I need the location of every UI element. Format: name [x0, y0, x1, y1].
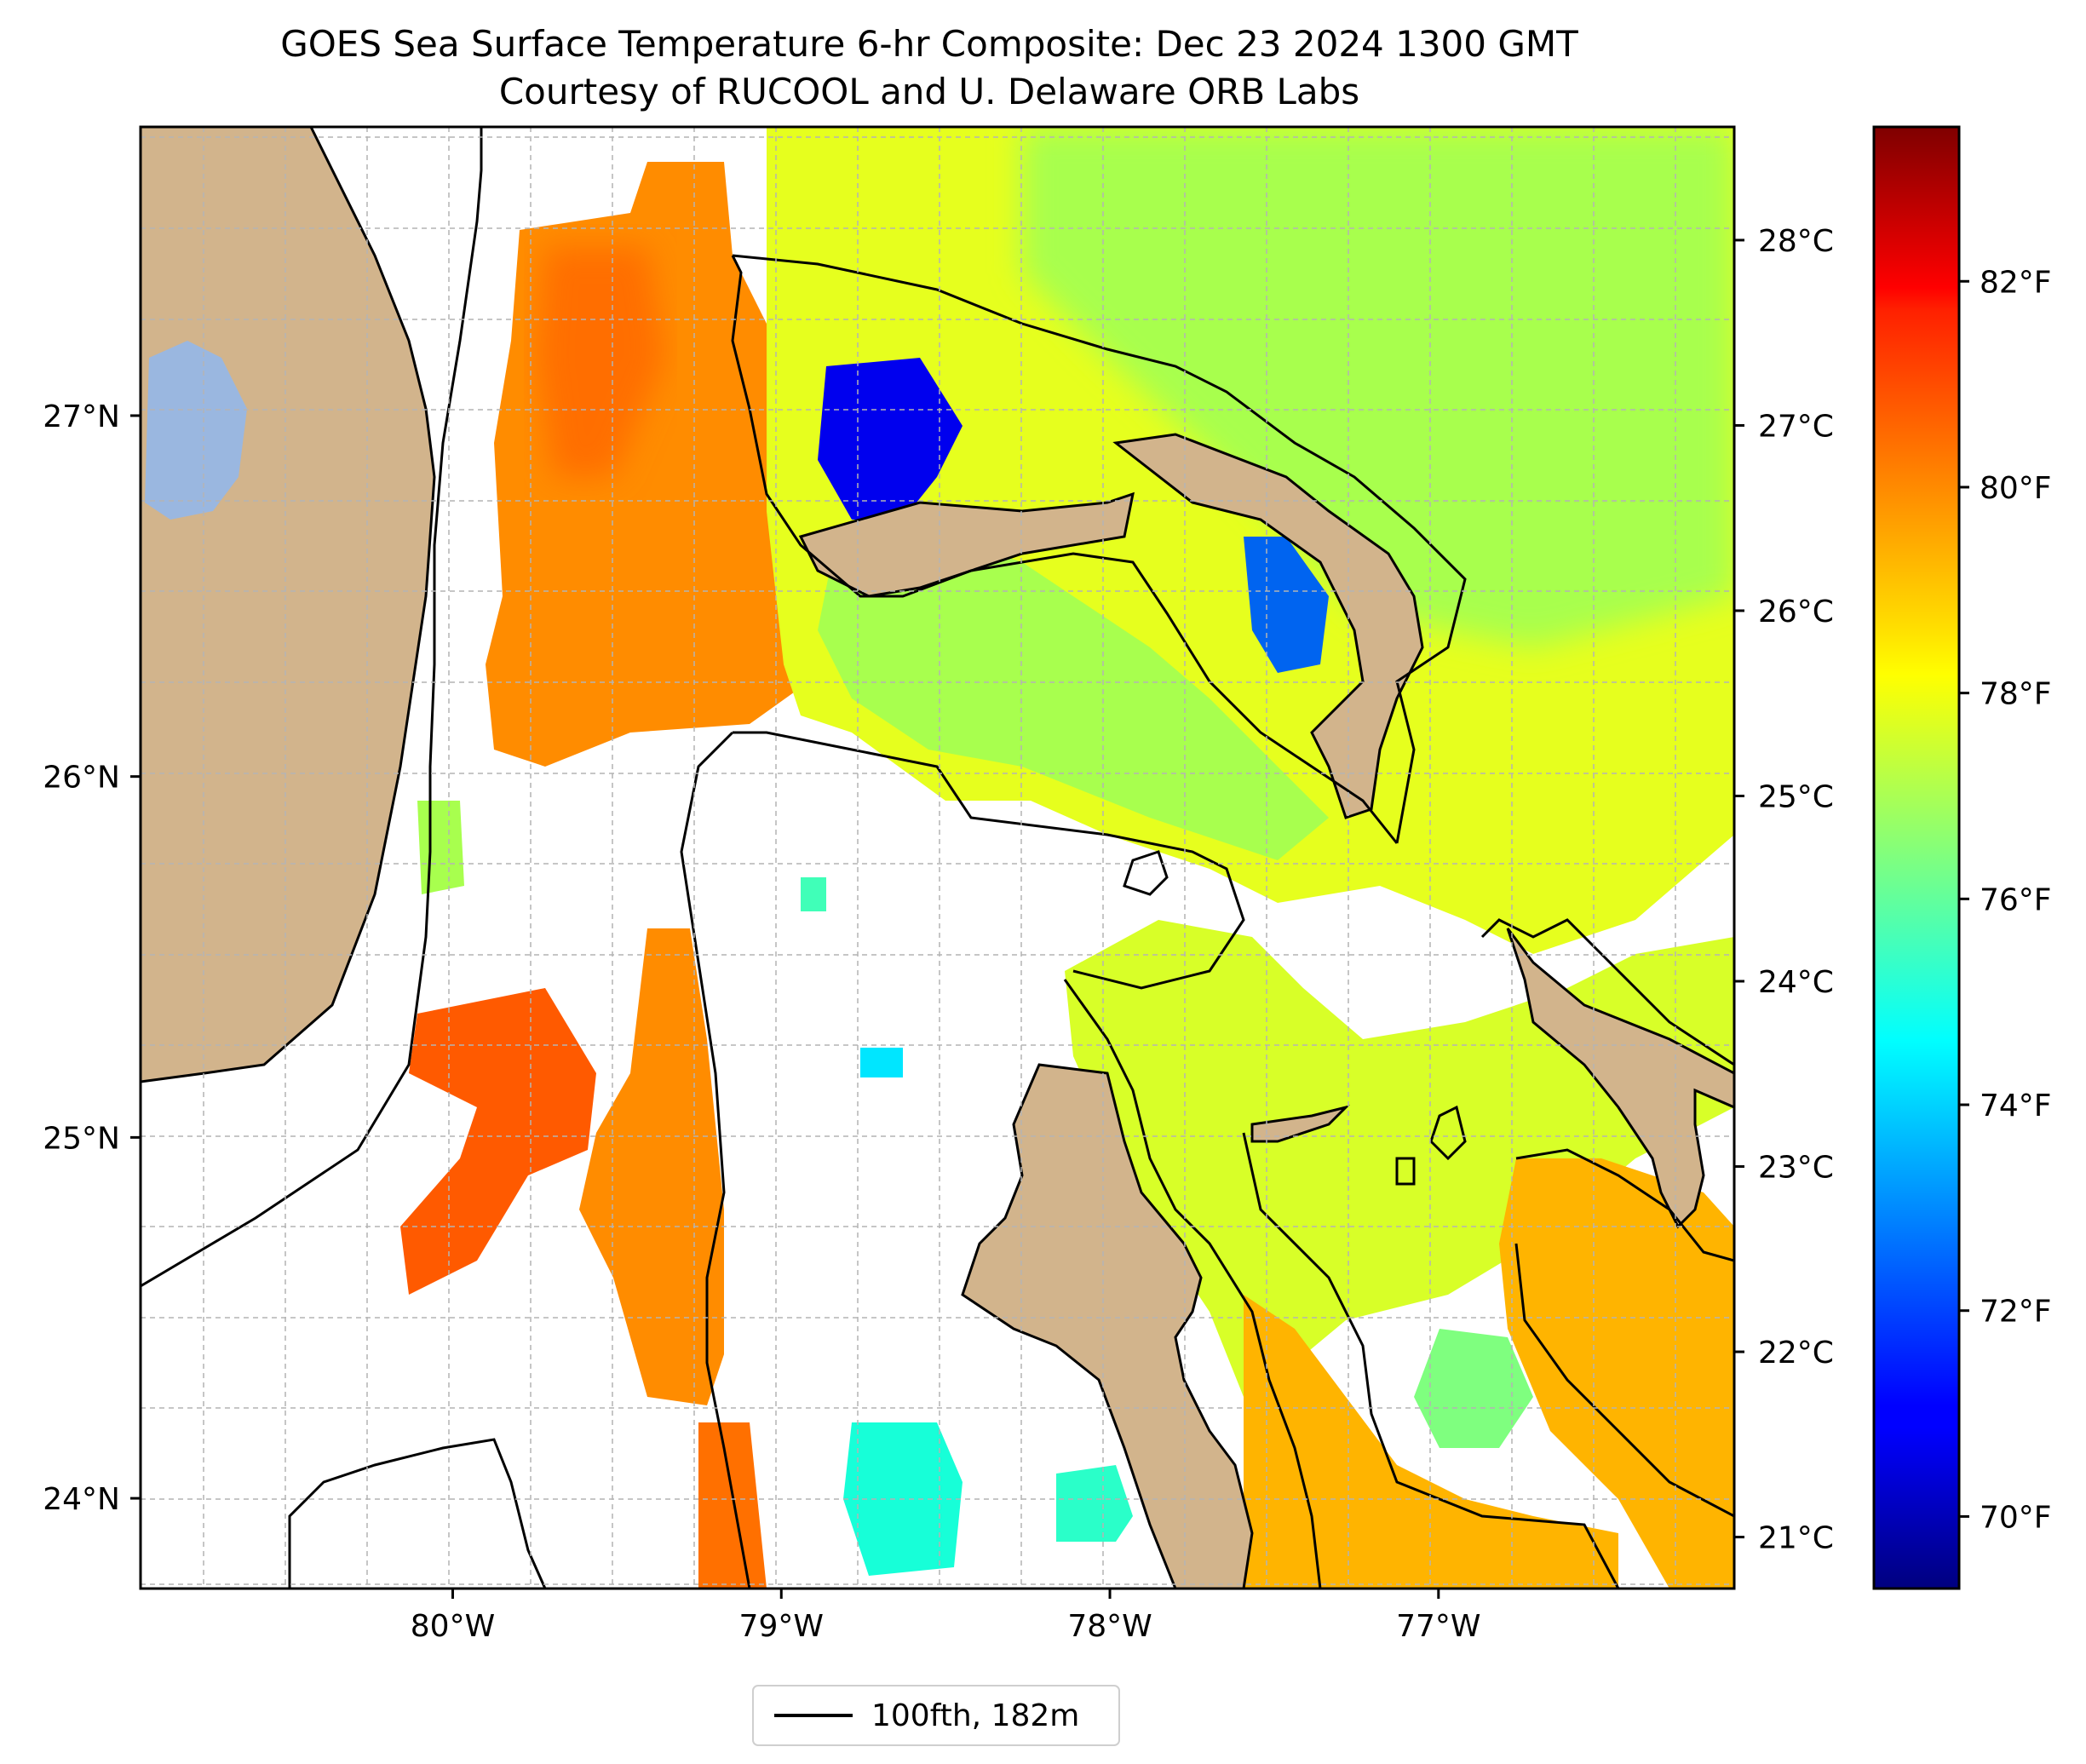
celsius-tick-label: 25°C	[1758, 779, 1834, 814]
celsius-tick-label: 21°C	[1758, 1521, 1834, 1556]
lat-tick-label: 25°N	[43, 1121, 120, 1156]
colorbar: 70°F 72°F 74°F 76°F 78°F 80°F 82°F	[1872, 125, 2052, 1590]
berry-islands-land	[1250, 1105, 1350, 1143]
celsius-tick-label: 26°C	[1758, 595, 1834, 629]
fahrenheit-tick-label: 70°F	[1980, 1500, 2052, 1535]
graticule	[141, 127, 1734, 1589]
sst-green-southeast	[1414, 1329, 1533, 1448]
longitude-axis: 80°W 79°W 78°W 77°W	[411, 1589, 1481, 1644]
sst-cold-eddy-1	[818, 358, 963, 520]
latitude-axis: 24°N 25°N 26°N 27°N	[43, 399, 141, 1517]
sst-cyan-patch-2	[1056, 1465, 1133, 1542]
lat-tick-label: 27°N	[43, 399, 120, 434]
map-title-line2: Courtesy of RUCOOL and U. Delaware ORB L…	[499, 71, 1359, 112]
abaco-land	[1112, 433, 1424, 819]
fahrenheit-tick-label: 74°F	[1980, 1089, 2052, 1123]
celsius-tick-label: 24°C	[1758, 965, 1834, 1000]
fahrenheit-tick-label: 82°F	[1980, 265, 2052, 300]
lon-tick-label: 80°W	[411, 1609, 495, 1644]
sst-cyan-patch-3	[860, 1048, 903, 1077]
celsius-axis: 21°C 22°C 23°C 24°C 25°C 26°C 27°C 28°C	[1734, 224, 1834, 1556]
lat-tick-label: 24°N	[43, 1482, 120, 1517]
celsius-tick-label: 22°C	[1758, 1336, 1834, 1370]
celsius-tick-label: 28°C	[1758, 224, 1834, 259]
land	[141, 127, 1734, 1589]
andros-land	[961, 1063, 1254, 1589]
sst-warm-strait	[698, 1422, 767, 1589]
sst-warm-core	[537, 247, 664, 477]
fahrenheit-tick-label: 72°F	[1980, 1295, 2052, 1330]
lat-tick-label: 26°N	[43, 761, 120, 796]
legend-isobath-label: 100fth, 182m	[871, 1698, 1080, 1733]
fahrenheit-tick-label: 76°F	[1980, 882, 2052, 917]
sst-green-tongue	[818, 528, 1329, 860]
sst-warm-south-mid	[579, 928, 724, 1405]
celsius-tick-label: 23°C	[1758, 1151, 1834, 1186]
fahrenheit-tick-label: 80°F	[1980, 471, 2052, 506]
eleuthera-land	[1506, 928, 1734, 1229]
lon-tick-label: 77°W	[1396, 1609, 1480, 1644]
colorbar-gradient	[1872, 125, 1961, 1590]
map-frame	[139, 125, 1736, 1590]
sst-cyan-patch-5	[801, 877, 826, 911]
legend: 100fth, 182m	[752, 1685, 1120, 1746]
lake-okeechobee	[145, 341, 247, 520]
lon-tick-label: 78°W	[1067, 1609, 1152, 1644]
sst-green-patch-4	[417, 801, 464, 894]
fahrenheit-axis: 70°F 72°F 74°F 76°F 78°F 80°F 82°F	[1959, 265, 2052, 1535]
fahrenheit-tick-label: 78°F	[1980, 677, 2052, 712]
map-title-line1: GOES Sea Surface Temperature 6-hr Compos…	[280, 23, 1578, 65]
sst-orange-south	[1244, 1295, 1618, 1589]
sst-cold-eddy-2	[1244, 537, 1329, 673]
legend-isobath-line	[774, 1714, 853, 1717]
lon-tick-label: 79°W	[739, 1609, 824, 1644]
sst-green-northeast	[1022, 127, 1734, 647]
celsius-tick-label: 27°C	[1758, 409, 1834, 444]
map-panel	[139, 125, 1736, 1590]
